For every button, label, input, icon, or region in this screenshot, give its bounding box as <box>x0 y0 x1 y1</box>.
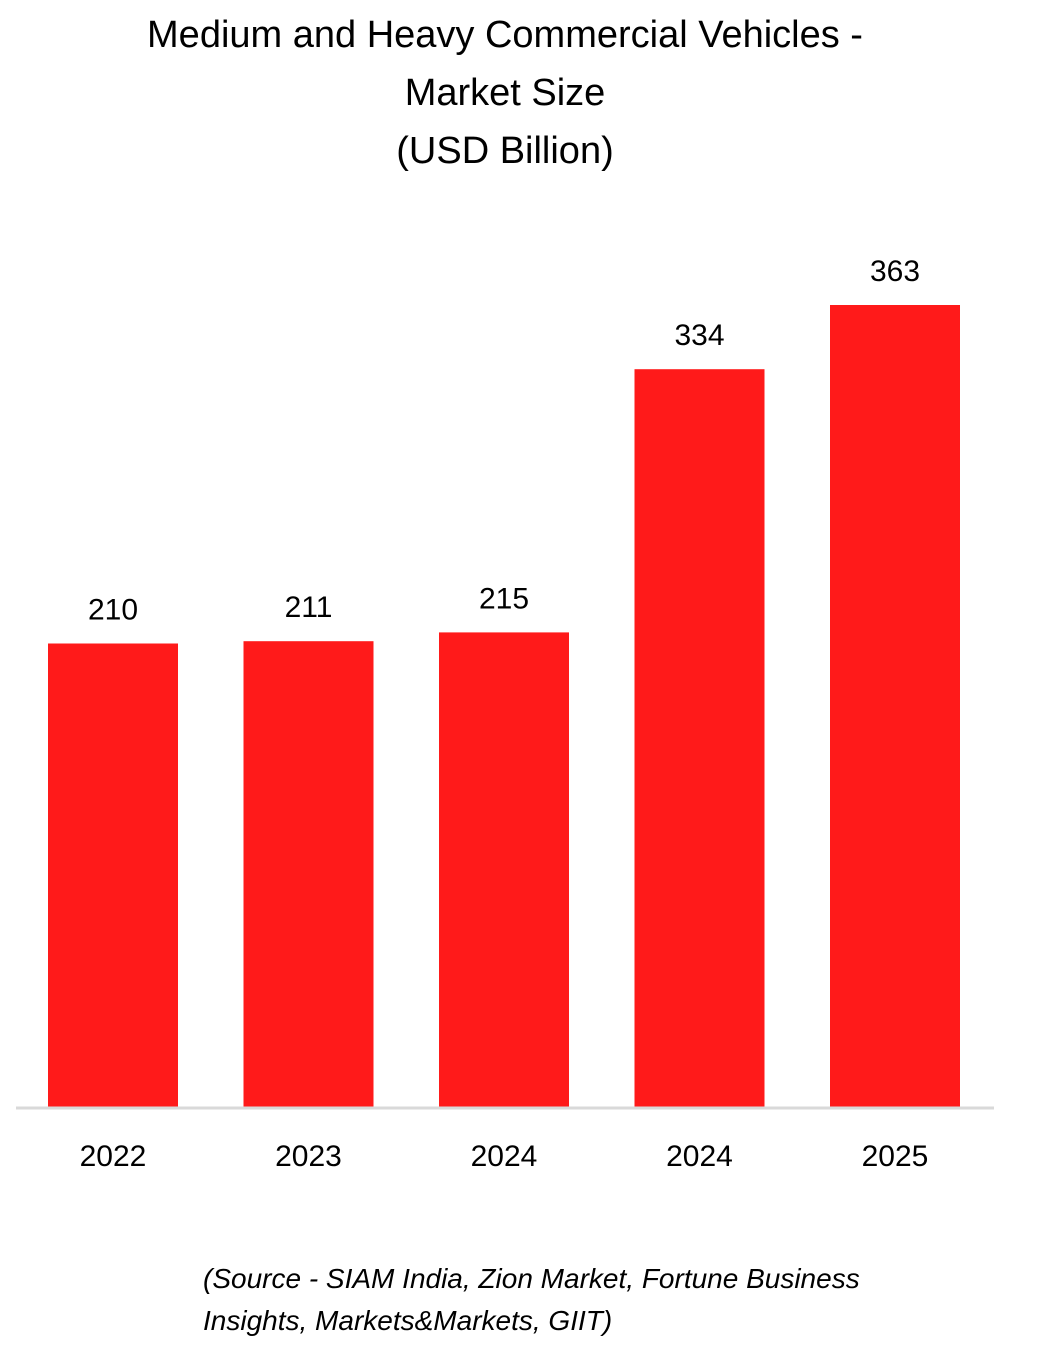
x-tick-label-2: 2023 <box>275 1140 342 1173</box>
bar-2 <box>243 641 374 1108</box>
chart-title-line-3: (USD Billion) <box>396 130 614 172</box>
x-tick-label-4: 2024 <box>666 1140 733 1173</box>
x-tick-label-3: 2024 <box>471 1140 538 1173</box>
data-label-3: 215 <box>479 582 529 615</box>
data-label-5: 363 <box>870 255 920 288</box>
data-label-1: 210 <box>88 594 138 627</box>
data-label-4: 334 <box>674 319 724 352</box>
chart-title: Medium and Heavy Commercial Vehicles - M… <box>0 6 1010 180</box>
bar-3 <box>439 632 569 1108</box>
bar-1 <box>48 643 178 1108</box>
data-label-2: 211 <box>285 591 333 624</box>
chart-title-line-2: Market Size <box>404 72 606 114</box>
source-line-2: Insights, Markets&Markets, GIIT) <box>203 1305 613 1336</box>
source-note: (Source - SIAM India, Zion Market, Fortu… <box>203 1258 1003 1342</box>
bar-5 <box>830 305 960 1108</box>
bar-4 <box>634 369 765 1108</box>
x-tick-label-5: 2025 <box>862 1140 929 1173</box>
source-line-1: (Source - SIAM India, Zion Market, Fortu… <box>203 1263 860 1294</box>
chart-title-line-1: Medium and Heavy Commercial Vehicles - <box>147 14 863 56</box>
x-tick-label-1: 2022 <box>80 1140 147 1173</box>
